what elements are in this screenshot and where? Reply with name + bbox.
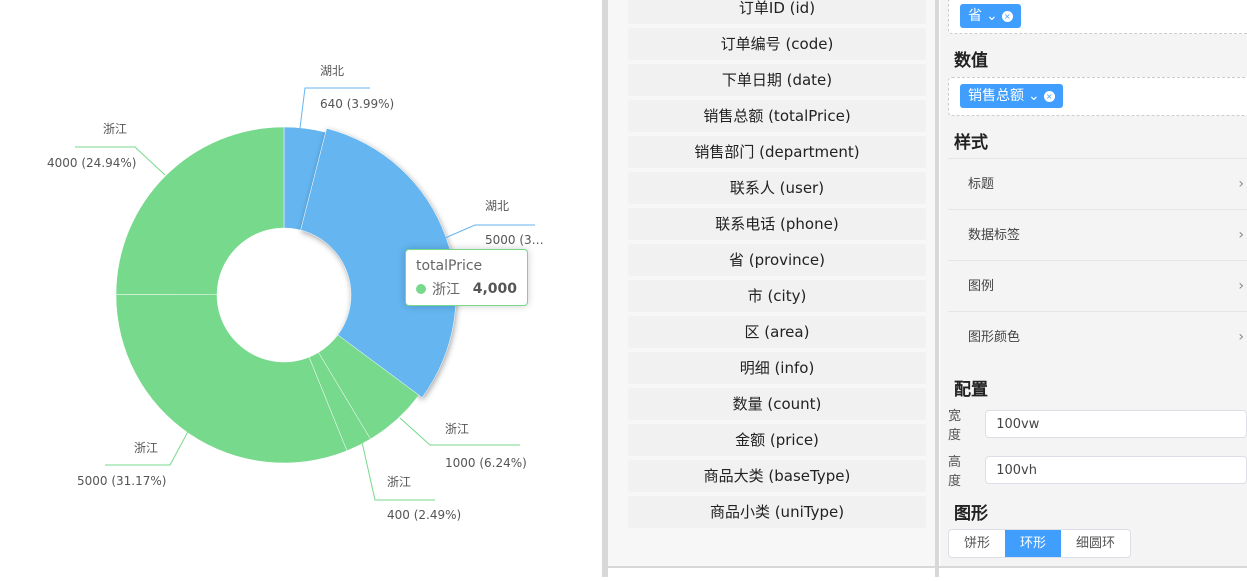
field-item[interactable]: 金额 (price) — [628, 424, 926, 456]
field-item[interactable]: 订单编号 (code) — [628, 28, 926, 60]
style-item[interactable]: 标题 › — [948, 158, 1247, 209]
chevron-right-icon: › — [1238, 227, 1244, 243]
field-item[interactable]: 区 (area) — [628, 316, 926, 348]
label-leader-line — [299, 87, 370, 129]
dimension-tag[interactable]: 省 ⌄ × — [960, 4, 1021, 28]
field-item[interactable]: 商品小类 (uniType) — [628, 496, 926, 528]
tooltip-marker-icon — [416, 284, 426, 294]
slice-label-name: 浙江 — [445, 422, 470, 436]
slice-label-name: 浙江 — [387, 475, 412, 489]
chevron-down-icon[interactable]: ⌄ — [1028, 88, 1040, 104]
dimension-dropzone[interactable]: 省 ⌄ × — [948, 0, 1247, 34]
slice-label-name: 浙江 — [134, 441, 159, 455]
field-item[interactable]: 销售部门 (department) — [628, 136, 926, 168]
slice-label-name: 湖北 — [485, 199, 510, 213]
shape-option[interactable]: 细圆环 — [1076, 536, 1116, 551]
donut-slice[interactable] — [115, 126, 285, 295]
slice-label-value: 4000 (24.94%) — [47, 156, 137, 170]
width-row: 宽度 — [948, 405, 1247, 443]
dimension-tag-label: 省 — [968, 8, 982, 24]
shape-option[interactable]: 饼形 — [964, 536, 991, 551]
style-item[interactable]: 数据标签 › — [948, 209, 1247, 260]
slice-label-name: 浙江 — [103, 122, 128, 136]
width-input[interactable] — [985, 410, 1247, 438]
label-leader-line — [75, 146, 166, 176]
slice-label-value: 5000 (31.17%) — [77, 474, 167, 488]
bottom-divider — [608, 566, 1247, 568]
chevron-right-icon: › — [1238, 176, 1244, 192]
field-item[interactable]: 商品大类 (baseType) — [628, 460, 926, 492]
style-item[interactable]: 图形颜色 › — [948, 311, 1247, 362]
config-section-title: 配置 — [954, 380, 988, 400]
tooltip-name: 浙江 — [432, 282, 460, 298]
shape-selector: 饼形 环形 细圆环 — [948, 529, 1132, 558]
chevron-right-icon: › — [1238, 278, 1244, 294]
field-item[interactable]: 联系人 (user) — [628, 172, 926, 204]
donut-slice[interactable] — [115, 294, 348, 464]
height-label: 高度 — [948, 455, 962, 489]
panel-resizer[interactable] — [935, 0, 939, 577]
field-list: 订单ID (id) 订单编号 (code) 下单日期 (date) 销售总额 (tot… — [608, 0, 935, 567]
shape-option[interactable]: 环形 — [1005, 530, 1062, 557]
field-item[interactable]: 下单日期 (date) — [628, 64, 926, 96]
donut-slice[interactable] — [300, 128, 457, 398]
height-row: 高度 — [948, 451, 1247, 489]
chevron-right-icon: › — [1238, 329, 1244, 345]
field-item[interactable]: 销售总额 (totalPrice) — [628, 100, 926, 132]
chevron-down-icon[interactable]: ⌄ — [986, 8, 998, 24]
value-dropzone[interactable]: 销售总额 ⌄ × — [948, 77, 1247, 116]
donut-svg — [75, 87, 535, 501]
donut-chart — [0, 0, 600, 577]
panel-resizer[interactable] — [602, 0, 608, 577]
label-leader-line — [444, 224, 535, 239]
field-item[interactable]: 联系电话 (phone) — [628, 208, 926, 240]
label-leader-line — [105, 399, 206, 466]
slice-label-value: 400 (2.49%) — [387, 508, 462, 522]
width-label: 宽度 — [948, 409, 962, 443]
field-item[interactable]: 省 (province) — [628, 244, 926, 276]
tooltip-value: 4,000 — [472, 281, 517, 297]
style-item-label: 标题 — [968, 177, 995, 192]
value-tag[interactable]: 销售总额 ⌄ × — [960, 84, 1063, 108]
tooltip-title: totalPrice — [416, 258, 483, 274]
style-section-title: 样式 — [954, 133, 988, 153]
style-item-label: 数据标签 — [968, 228, 1021, 243]
close-icon[interactable]: × — [1043, 90, 1055, 102]
slice-label-value: 5000 (31.17%) — [485, 233, 547, 247]
slice-label-value: 1000 (6.24%) — [445, 456, 527, 470]
style-item[interactable]: 图例 › — [948, 260, 1247, 311]
field-item[interactable]: 数量 (count) — [628, 388, 926, 420]
field-item[interactable]: 订单ID (id) — [628, 0, 926, 24]
value-section-title: 数值 — [954, 51, 988, 71]
label-leader-line — [399, 417, 520, 446]
label-leader-line — [361, 441, 435, 501]
settings-panel: 省 ⌄ × 数值 销售总额 ⌄ × 样式 标题 › 数据标签 › 图例 › 图形颜色 › 配置… — [940, 0, 1247, 567]
value-tag-label: 销售总额 — [968, 88, 1024, 104]
chart-tooltip: totalPrice 浙江 4,000 — [405, 249, 528, 306]
field-item[interactable]: 明细 (info) — [628, 352, 926, 384]
style-item-label: 图形颜色 — [968, 330, 1021, 345]
style-item-label: 图例 — [968, 279, 995, 294]
close-icon[interactable]: × — [1001, 10, 1013, 22]
slice-label-name: 湖北 — [320, 64, 345, 78]
slice-label-value: 640 (3.99%) — [320, 97, 395, 111]
height-input[interactable] — [985, 456, 1247, 484]
shape-section-title: 图形 — [954, 504, 988, 524]
field-item[interactable]: 市 (city) — [628, 280, 926, 312]
